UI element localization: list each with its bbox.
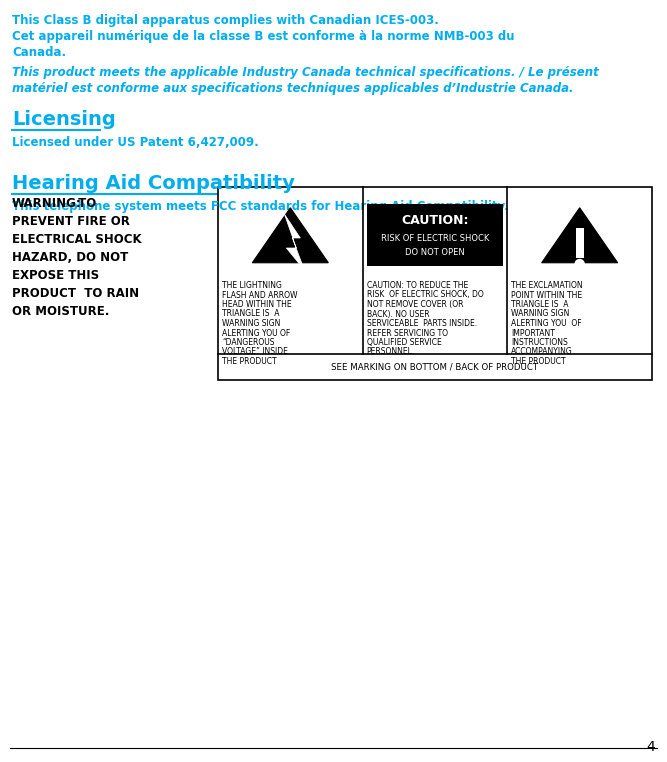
Text: This Class B digital apparatus complies with Canadian ICES-003.: This Class B digital apparatus complies … xyxy=(12,14,439,27)
Bar xyxy=(218,187,652,380)
Text: ALERTING YOU  OF: ALERTING YOU OF xyxy=(512,319,582,328)
Text: CAUTION:: CAUTION: xyxy=(402,214,469,227)
Text: WARNING:: WARNING: xyxy=(12,197,82,210)
Text: THE EXCLAMATION: THE EXCLAMATION xyxy=(512,281,583,290)
Text: REFER SERVICING TO: REFER SERVICING TO xyxy=(367,328,448,338)
Polygon shape xyxy=(252,208,328,263)
Text: SEE MARKING ON BOTTOM / BACK OF PRODUCT: SEE MARKING ON BOTTOM / BACK OF PRODUCT xyxy=(331,363,538,372)
Text: Canada.: Canada. xyxy=(12,46,66,59)
Text: QUALIFIED SERVICE: QUALIFIED SERVICE xyxy=(367,338,442,347)
Text: PREVENT FIRE OR: PREVENT FIRE OR xyxy=(12,215,130,228)
Text: ALERTING YOU OF: ALERTING YOU OF xyxy=(222,328,290,338)
Text: DO NOT OPEN: DO NOT OPEN xyxy=(405,248,465,257)
Text: ELECTRICAL SHOCK: ELECTRICAL SHOCK xyxy=(12,233,141,246)
Bar xyxy=(367,204,504,266)
Text: THE PRODUCT: THE PRODUCT xyxy=(222,357,277,366)
Text: “DANGEROUS: “DANGEROUS xyxy=(222,338,275,347)
Bar xyxy=(576,228,584,258)
Text: Hearing Aid Compatibility: Hearing Aid Compatibility xyxy=(12,174,295,193)
Text: POINT WITHIN THE: POINT WITHIN THE xyxy=(512,290,582,299)
Text: THE LIGHTNING: THE LIGHTNING xyxy=(222,281,282,290)
Text: Cet appareil numérique de la classe B est conforme à la norme NMB-003 du: Cet appareil numérique de la classe B es… xyxy=(12,30,514,43)
Text: WARNING SIGN: WARNING SIGN xyxy=(512,309,570,319)
Text: OR MOISTURE.: OR MOISTURE. xyxy=(12,305,109,318)
Text: Licensing: Licensing xyxy=(12,110,116,129)
Text: TRIANGLE IS  A: TRIANGLE IS A xyxy=(222,309,279,319)
Text: RISK  OF ELECTRIC SHOCK, DO: RISK OF ELECTRIC SHOCK, DO xyxy=(367,290,484,299)
Text: This telephone system meets FCC standards for Hearing Aid Compatibility.: This telephone system meets FCC standard… xyxy=(12,200,509,213)
Text: HAZARD, DO NOT: HAZARD, DO NOT xyxy=(12,251,128,264)
Text: PRODUCT  TO RAIN: PRODUCT TO RAIN xyxy=(12,287,139,300)
Text: ACCOMPANYING: ACCOMPANYING xyxy=(512,347,573,357)
Polygon shape xyxy=(284,214,304,270)
Text: SERVICEABLE  PARTS INSIDE.: SERVICEABLE PARTS INSIDE. xyxy=(367,319,477,328)
Text: RISK OF ELECTRIC SHOCK: RISK OF ELECTRIC SHOCK xyxy=(381,234,489,243)
Text: CAUTION: TO REDUCE THE: CAUTION: TO REDUCE THE xyxy=(367,281,468,290)
Text: HEAD WITHIN THE: HEAD WITHIN THE xyxy=(222,300,291,309)
Text: EXPOSE THIS: EXPOSE THIS xyxy=(12,269,99,282)
Text: 4: 4 xyxy=(646,740,655,754)
Circle shape xyxy=(575,260,584,268)
Text: Licensed under US Patent 6,427,009.: Licensed under US Patent 6,427,009. xyxy=(12,136,259,149)
Text: IMPORTANT: IMPORTANT xyxy=(512,328,555,338)
Text: PERSONNEL.: PERSONNEL. xyxy=(367,347,415,357)
Text: FLASH AND ARROW: FLASH AND ARROW xyxy=(222,290,297,299)
Text: TRIANGLE IS  A: TRIANGLE IS A xyxy=(512,300,569,309)
Text: This product meets the applicable Industry Canada technical specifications. / Le: This product meets the applicable Indust… xyxy=(12,66,599,79)
Text: THE PRODUCT: THE PRODUCT xyxy=(512,357,566,366)
Text: TO: TO xyxy=(74,197,96,210)
Text: VOLTAGE” INSIDE: VOLTAGE” INSIDE xyxy=(222,347,288,357)
Text: BACK). NO USER: BACK). NO USER xyxy=(367,309,430,319)
Text: INSTRUCTIONS: INSTRUCTIONS xyxy=(512,338,568,347)
Text: WARNING SIGN: WARNING SIGN xyxy=(222,319,280,328)
Text: matériel est conforme aux specifications techniques applicables d’Industrie Cana: matériel est conforme aux specifications… xyxy=(12,82,574,95)
Text: NOT REMOVE COVER (OR: NOT REMOVE COVER (OR xyxy=(367,300,463,309)
Polygon shape xyxy=(542,208,618,263)
